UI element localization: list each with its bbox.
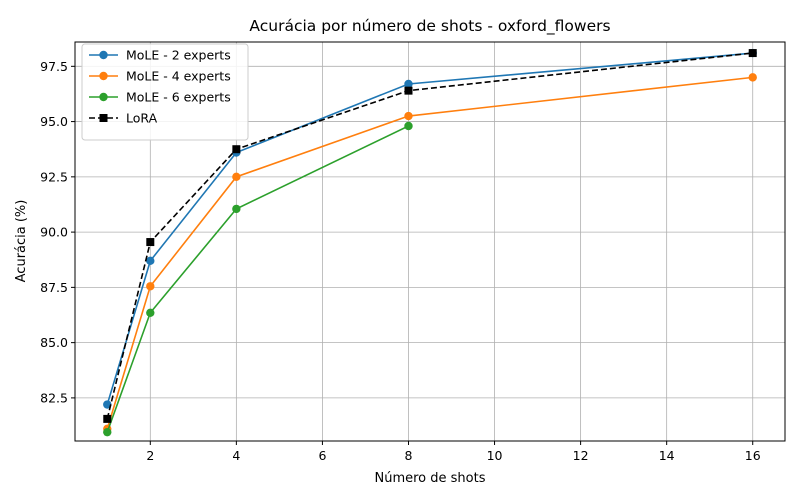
- data-point: [232, 145, 241, 154]
- plot-frame: [74, 41, 786, 442]
- x-tick-label: 4: [232, 448, 240, 463]
- legend-label: LoRA: [126, 111, 158, 126]
- legend-marker: [99, 114, 108, 122]
- data-point: [146, 308, 155, 317]
- legend-marker: [99, 71, 108, 81]
- legend-item: LoRA: [89, 111, 158, 126]
- legend-label: MoLE - 6 experts: [126, 90, 231, 105]
- y-tick-label: 92.5: [40, 169, 68, 184]
- data-point: [404, 121, 413, 131]
- y-tick-label: 97.5: [40, 59, 68, 74]
- series-line: [106, 125, 409, 433]
- legend-marker: [99, 92, 108, 102]
- data-point: [232, 204, 241, 214]
- data-point: [103, 414, 112, 423]
- legend: MoLE - 2 experts MoLE - 4 experts MoLE - 6…: [81, 43, 249, 141]
- legend-label: MoLE - 2 experts: [126, 48, 231, 63]
- x-tick-label: 6: [318, 448, 326, 463]
- y-tick-label: 85.0: [40, 335, 68, 350]
- y-tick-label: 87.5: [40, 280, 68, 295]
- data-point: [146, 238, 155, 247]
- series-2: [103, 121, 413, 437]
- legend-item: MoLE - 4 experts: [89, 69, 231, 84]
- ticks: 2 4 6 8 10 12 14 16 82.5 85.0 87.5 90.0 92.5 95.0 97.5: [40, 59, 761, 463]
- legend-label: MoLE - 4 experts: [126, 69, 231, 84]
- legend-item: MoLE - 2 experts: [89, 48, 231, 63]
- x-tick-label: 10: [487, 448, 503, 463]
- legend-box: [81, 43, 249, 141]
- legend-item: MoLE - 6 experts: [89, 90, 231, 105]
- x-tick-label: 14: [659, 448, 675, 463]
- chart-title: Acurácia por número de shots - oxford_fl…: [249, 17, 610, 36]
- y-tick-label: 95.0: [40, 114, 68, 129]
- data-point: [103, 427, 112, 437]
- data-point: [404, 79, 413, 89]
- series-3: [103, 49, 757, 423]
- data-point: [404, 86, 413, 95]
- data-point: [748, 73, 757, 82]
- x-tick-label: 8: [405, 448, 413, 463]
- legend-marker: [99, 50, 108, 60]
- y-tick-label: 82.5: [40, 390, 68, 405]
- y-axis-label: Acurácia (%): [14, 200, 29, 283]
- x-tick-label: 16: [745, 448, 761, 463]
- data-point: [404, 111, 413, 121]
- data-point: [748, 49, 757, 58]
- x-axis-label: Número de shots: [375, 471, 486, 486]
- x-tick-label: 12: [573, 448, 589, 463]
- series-layer: [103, 48, 757, 437]
- data-point: [146, 282, 155, 291]
- data-point: [146, 256, 155, 266]
- x-tick-label: 2: [146, 448, 154, 463]
- data-point: [232, 172, 241, 182]
- y-tick-label: 90.0: [40, 225, 68, 240]
- grid: [75, 42, 785, 441]
- data-point: [103, 400, 112, 409]
